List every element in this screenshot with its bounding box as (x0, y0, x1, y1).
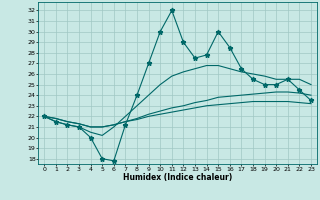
X-axis label: Humidex (Indice chaleur): Humidex (Indice chaleur) (123, 173, 232, 182)
